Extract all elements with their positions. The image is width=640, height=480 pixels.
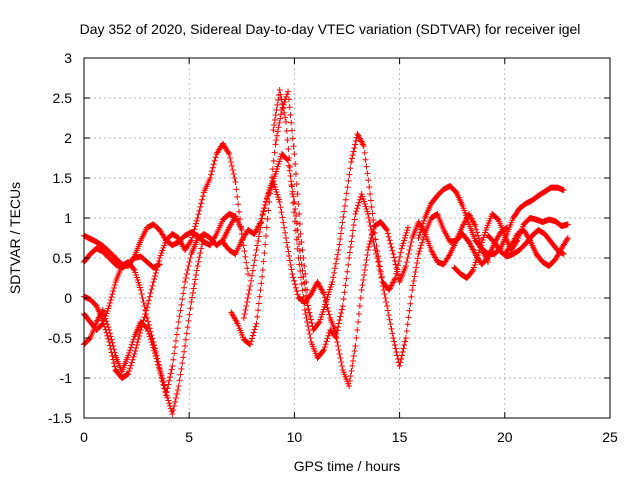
y-tick-label: 0.5: [53, 250, 73, 266]
x-tick-label: 0: [80, 429, 88, 445]
x-tick-label: 5: [185, 429, 193, 445]
y-tick-label: -1: [60, 370, 73, 386]
y-tick-label: -0.5: [48, 330, 72, 346]
plot-frame: [83, 57, 611, 419]
marker-path: [501, 227, 571, 269]
y-tick-label: 0: [64, 290, 72, 306]
series-arc-13: [501, 227, 571, 269]
data-markers: [81, 87, 571, 417]
x-axis-label: GPS time / hours: [294, 458, 401, 474]
y-tick-label: 1.5: [53, 170, 73, 186]
y-axis-label: SDTVAR / TECUs: [7, 182, 23, 294]
chart-title: Day 352 of 2020, Sidereal Day-to-day VTE…: [80, 21, 581, 37]
marker-path: [81, 140, 252, 381]
series-arc-9: [270, 87, 510, 389]
x-tick-label: 25: [602, 429, 618, 445]
series-arc-11: [451, 211, 571, 281]
y-tick-label: 1: [64, 210, 72, 226]
x-tick-label: 20: [497, 429, 513, 445]
tick-labels: 0 5 10 15 20 25 -1.5 -1 -0.5 0 0.5 1 1.5 2 2.5 3: [48, 50, 618, 445]
series-arc-4: [81, 213, 245, 399]
marker-path: [228, 88, 310, 348]
y-tick-label: -1.5: [48, 410, 72, 426]
series-arc-8: [219, 179, 491, 369]
marker-path: [219, 179, 491, 369]
series-arc-2: [81, 140, 252, 381]
series-arc-6: [228, 88, 310, 348]
marker-path: [270, 87, 510, 389]
y-tick-label: 2.5: [53, 90, 73, 106]
x-tick-label: 15: [392, 429, 408, 445]
y-tick-label: 2: [64, 130, 72, 146]
x-tick-label: 10: [287, 429, 303, 445]
axis-ticks: [83, 57, 611, 419]
marker-path: [81, 213, 245, 399]
y-tick-label: 3: [64, 50, 72, 66]
marker-path: [451, 211, 571, 281]
